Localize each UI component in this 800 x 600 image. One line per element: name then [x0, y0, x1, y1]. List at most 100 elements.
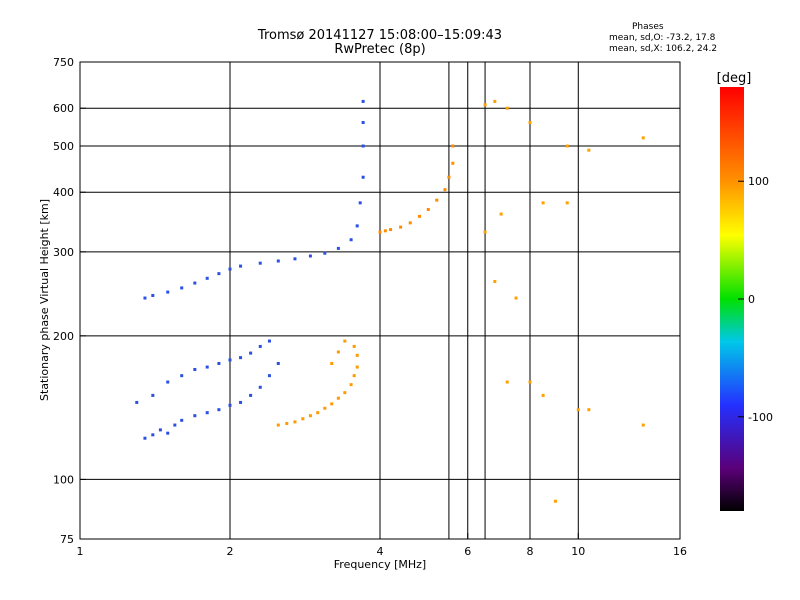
data-point — [451, 161, 455, 165]
data-point — [447, 175, 451, 179]
data-point — [493, 279, 497, 283]
data-point — [541, 201, 545, 205]
data-point — [267, 374, 271, 378]
data-point — [276, 423, 280, 427]
data-point — [499, 212, 503, 216]
data-point — [217, 408, 221, 412]
data-point — [565, 201, 569, 205]
data-point — [217, 272, 221, 276]
data-point — [239, 264, 243, 268]
y-tick-label: 500 — [53, 140, 74, 153]
y-tick-label: 400 — [53, 186, 74, 199]
data-point — [528, 380, 532, 384]
x-tick-label: 16 — [673, 545, 687, 558]
data-point — [435, 198, 439, 202]
data-point — [258, 261, 262, 265]
x-axis-ticks: 1 2 4 6 8 10 16 — [77, 533, 687, 558]
y-tick-label: 300 — [53, 246, 74, 259]
data-point — [151, 433, 155, 437]
data-points — [135, 99, 645, 503]
data-point — [258, 385, 262, 389]
y-tick-label: 750 — [53, 56, 74, 69]
data-point — [389, 228, 393, 232]
data-point — [166, 290, 170, 294]
data-point — [267, 339, 271, 343]
data-point — [426, 207, 430, 211]
y-tick-label: 600 — [53, 102, 74, 115]
y-tick-label: 200 — [53, 330, 74, 343]
phase-colorbar: [deg] 100 0 -100 — [717, 71, 773, 511]
y-axis-ticks: 75 100 200 300 400 500 600 750 — [53, 56, 86, 546]
data-point — [343, 391, 347, 395]
data-point — [151, 293, 155, 297]
grid-lines — [80, 62, 680, 539]
data-point — [205, 276, 209, 280]
data-point — [276, 259, 280, 263]
data-point — [143, 436, 147, 440]
data-point — [308, 414, 312, 418]
data-point — [383, 229, 387, 233]
data-point — [217, 361, 221, 365]
x-tick-label: 10 — [571, 545, 585, 558]
data-point — [330, 402, 334, 406]
data-point — [349, 238, 353, 242]
data-point — [361, 121, 365, 125]
data-point — [399, 225, 403, 229]
data-point — [514, 296, 518, 300]
data-point — [349, 383, 353, 387]
data-point — [528, 121, 532, 125]
data-point — [158, 428, 162, 432]
data-point — [316, 411, 320, 415]
data-point — [228, 267, 232, 271]
data-point — [276, 361, 280, 365]
data-point — [355, 224, 359, 228]
data-point — [355, 353, 359, 357]
x-tick-label: 4 — [377, 545, 384, 558]
colorbar-tick-label: -100 — [748, 411, 773, 424]
data-point — [180, 286, 184, 290]
data-point — [336, 350, 340, 354]
data-point — [587, 148, 591, 152]
data-point — [641, 423, 645, 427]
data-point — [576, 408, 580, 412]
phases-x-mode-stats: mean, sd,X: 106.2, 24.2 — [609, 44, 718, 54]
phases-title: Phases — [632, 22, 664, 32]
data-point — [258, 344, 262, 348]
data-point — [151, 393, 155, 397]
data-point — [541, 393, 545, 397]
data-point — [361, 175, 365, 179]
data-point — [308, 254, 312, 258]
data-point — [228, 403, 232, 407]
data-point — [205, 411, 209, 415]
data-point — [587, 408, 591, 412]
data-point — [205, 365, 209, 369]
data-point — [323, 406, 327, 410]
phases-o-mode-stats: mean, sd,O: -73.2, 17.8 — [609, 33, 716, 43]
data-point — [180, 374, 184, 378]
data-point — [193, 281, 197, 285]
data-point — [336, 396, 340, 400]
data-point — [249, 351, 253, 355]
data-point — [505, 106, 509, 110]
colorbar-tick-label: 100 — [748, 175, 769, 188]
data-point — [493, 99, 497, 103]
data-point — [361, 99, 365, 103]
x-tick-label: 2 — [227, 545, 234, 558]
y-tick-label: 75 — [60, 533, 74, 546]
data-point — [443, 188, 447, 192]
data-point — [358, 201, 362, 205]
data-point — [301, 417, 305, 421]
chart-title-line2: RwPretec (8p) — [334, 42, 426, 57]
data-point — [323, 251, 327, 255]
data-point — [249, 393, 253, 397]
data-point — [143, 296, 147, 300]
colorbar-label: [deg] — [717, 71, 752, 86]
data-point — [355, 365, 359, 369]
colorbar-ticks: 100 0 -100 — [738, 175, 773, 424]
data-point — [417, 214, 421, 218]
data-point — [505, 380, 509, 384]
data-point — [166, 380, 170, 384]
y-axis-label: Stationary phase Virtual Height [km] — [38, 199, 51, 401]
data-point — [239, 356, 243, 360]
